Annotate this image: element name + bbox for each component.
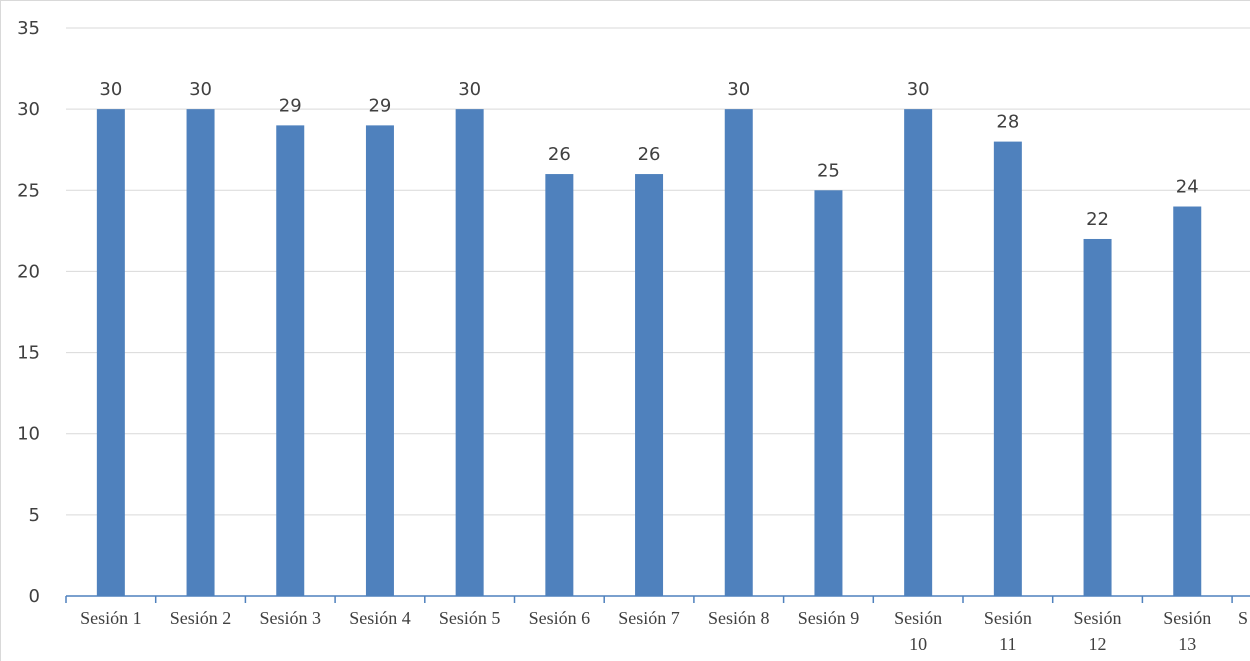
x-tick-label-3: Sesión 3 (259, 608, 321, 628)
bar-11 (993, 141, 1022, 596)
bar-8 (724, 109, 753, 597)
data-label-5: 30 (458, 79, 481, 100)
x-tick-label-5: Sesión 5 (439, 608, 501, 628)
x-tick-label-4: Sesión 4 (349, 608, 411, 628)
y-tick-label-0: 0 (29, 586, 40, 607)
x-tick-label-13-line2: 13 (1178, 634, 1196, 654)
data-label-2: 30 (189, 79, 212, 100)
x-tick-label-8: Sesión 8 (708, 608, 770, 628)
x-tick-label-14: S (1238, 608, 1248, 628)
bar-9 (814, 190, 843, 597)
bar-6 (545, 174, 574, 597)
data-label-3: 29 (279, 95, 302, 116)
x-tick-label-13: Sesión (1163, 608, 1211, 628)
x-tick-label-10-line2: 10 (909, 634, 927, 654)
data-label-13: 24 (1176, 177, 1199, 198)
bar-12 (1083, 238, 1112, 596)
data-label-8: 30 (727, 79, 750, 100)
bar-13 (1173, 206, 1202, 596)
x-tick-label-1: Sesión 1 (80, 608, 142, 628)
x-tick-label-10: Sesión (894, 608, 942, 628)
y-tick-label-5: 5 (29, 505, 40, 526)
data-label-4: 29 (368, 95, 391, 116)
data-label-7: 26 (638, 144, 661, 165)
data-label-10: 30 (907, 79, 930, 100)
x-tick-label-9: Sesión 9 (798, 608, 860, 628)
data-label-11: 28 (996, 112, 1019, 133)
y-tick-label-35: 35 (17, 18, 40, 39)
x-tick-label-7: Sesión 7 (618, 608, 680, 628)
y-tick-label-10: 10 (17, 424, 40, 445)
bar-2 (186, 109, 215, 597)
data-label-12: 22 (1086, 209, 1109, 230)
bar-5 (455, 109, 484, 597)
x-tick-label-6: Sesión 6 (529, 608, 591, 628)
y-tick-label-15: 15 (17, 343, 40, 364)
x-tick-label-11-line2: 11 (999, 634, 1016, 654)
y-tick-label-30: 30 (17, 99, 40, 120)
x-tick-label-2: Sesión 2 (170, 608, 232, 628)
bar-10 (904, 109, 933, 597)
data-label-1: 30 (99, 79, 122, 100)
bar-3 (276, 125, 305, 596)
data-label-9: 25 (817, 160, 840, 181)
x-tick-label-11: Sesión (984, 608, 1032, 628)
y-tick-label-25: 25 (17, 180, 40, 201)
data-label-6: 26 (548, 144, 571, 165)
bar-4 (365, 125, 394, 596)
x-tick-label-12-line2: 12 (1089, 634, 1107, 654)
bar-1 (96, 109, 125, 597)
bar-7 (635, 174, 664, 597)
y-tick-label-20: 20 (17, 261, 40, 282)
x-tick-label-12: Sesión (1074, 608, 1122, 628)
